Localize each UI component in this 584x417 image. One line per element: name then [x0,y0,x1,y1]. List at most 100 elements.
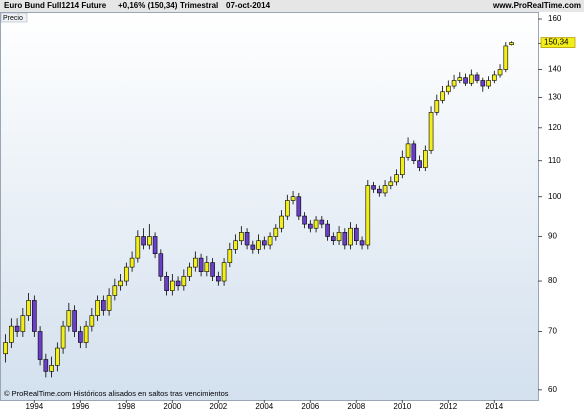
panel-label-box [0,12,28,23]
candle-body [497,69,503,76]
footer-note: © ProRealTime.com Históricos alisados en… [4,389,229,398]
candle-body [256,240,261,250]
candle-body [193,257,198,268]
candle-body [147,236,152,246]
candle-body [486,80,491,87]
candle-body [198,257,204,273]
candle-body [164,276,169,291]
candle-body [296,196,302,217]
candle-body [463,77,468,84]
candle-body [26,300,31,316]
candle-body [14,325,20,332]
candle-body [216,276,221,282]
last-price-tag [540,37,576,48]
candle-body [371,185,376,190]
candle-body [175,280,181,287]
candle-body [325,223,330,237]
candle-body [405,143,411,158]
last-price-label: 150,34 [544,38,569,47]
header-bar [0,0,584,12]
candle-body [359,240,365,246]
candle-body [446,85,451,93]
candle-body [336,232,342,242]
candle-body [273,227,279,237]
x-tick-label: 1996 [71,402,89,411]
candle-body [308,223,313,229]
x-tick-label: 2000 [163,402,181,411]
candle-body [239,232,244,242]
candle-body [400,156,405,175]
candle-body [118,280,123,287]
candle-body [474,74,480,81]
x-tick-label: 1998 [117,402,135,411]
candle-body [129,257,135,268]
candle-body [112,285,118,296]
candle-body [440,91,445,101]
candle-body [302,215,307,225]
candle-body [262,240,267,246]
y-tick-label: 130 [548,93,562,102]
candle-body [227,249,233,263]
candle-body [72,310,77,332]
candle-body [89,315,95,327]
period: Trimestral [180,1,218,10]
candle-body [60,325,66,349]
x-tick-label: 2006 [301,402,319,411]
candle-body [106,295,112,311]
candle-body [210,262,215,277]
candle-body [382,185,388,194]
candle-body [509,42,514,45]
candle-body [170,280,175,291]
candle-body [3,342,8,355]
candle-body [354,227,359,242]
plot-area [0,12,539,401]
candle-body [135,236,141,259]
candle-body [124,266,129,282]
candle-body [451,80,457,87]
candle-body [365,185,371,246]
candle-body [233,240,238,250]
candle-body [313,219,319,229]
candle-body [434,100,440,113]
candle-body [158,253,164,277]
axis-area [539,12,584,401]
candle-body [101,300,106,311]
candle-body [279,215,284,229]
x-tick-label: 1994 [25,402,43,411]
candle-body [342,232,348,246]
candle-body [411,143,417,161]
x-tick-label: 2004 [255,402,273,411]
candle-body [187,266,192,277]
candle-body [423,150,428,168]
date: 07-oct-2014 [226,1,271,10]
y-tick-label: 160 [548,14,562,23]
candle-body [417,160,422,168]
candle-body [492,74,497,81]
candle-body [319,219,325,225]
y-tick-label: 70 [548,327,557,336]
instrument-title: Euro Bund Full1214 Future [4,1,107,10]
source: www.ProRealTime.com [492,1,581,10]
candle-body [428,112,434,151]
candle-body [78,331,83,343]
x-tick-label: 2008 [347,402,365,411]
x-tick-label: 2014 [485,402,503,411]
candle-body [457,77,463,81]
candle-body [141,236,146,246]
candle-body [55,347,60,366]
candle-body [348,227,353,246]
y-tick-label: 100 [548,192,562,201]
y-tick-label: 110 [548,156,561,165]
candle-body [394,174,399,183]
candle-body [43,359,49,372]
x-tick-label: 2010 [393,402,411,411]
candle-body [290,196,296,201]
candle-body [152,236,158,254]
price-change: +0,16% (150,34) [118,1,178,10]
candle-body [9,325,14,343]
candle-body [49,365,54,372]
y-tick-label: 60 [548,385,557,394]
candle-body [285,200,290,217]
candle-body [66,310,72,327]
